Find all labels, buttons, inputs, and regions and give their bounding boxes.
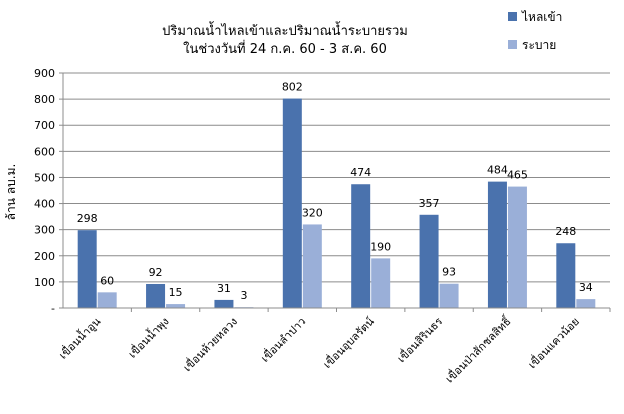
data-label: 465 bbox=[507, 169, 528, 182]
data-label: 802 bbox=[282, 81, 303, 94]
bar-inflow bbox=[77, 230, 97, 308]
data-label: 190 bbox=[370, 240, 391, 253]
data-label: 31 bbox=[217, 282, 231, 295]
legend-label: ระบาย bbox=[522, 38, 556, 52]
bar-release bbox=[439, 283, 459, 308]
y-tick-label: - bbox=[51, 302, 55, 315]
bar-inflow bbox=[214, 299, 234, 308]
y-tick-label: 400 bbox=[34, 198, 55, 211]
y-axis-label: ล้าน ลบ.ม. bbox=[4, 164, 18, 221]
chart-subtitle: ในช่วงวันที่ 24 ก.ค. 60 - 3 ส.ค. 60 bbox=[183, 40, 387, 57]
y-tick-label: 700 bbox=[34, 119, 55, 132]
y-tick-label: 500 bbox=[34, 171, 55, 184]
data-label: 15 bbox=[169, 286, 183, 299]
x-category-label: เขื่อนน้ำพุง bbox=[124, 314, 171, 361]
legend-swatch bbox=[508, 40, 517, 49]
x-category-label: เขื่อนลำปาว bbox=[257, 314, 308, 365]
bar-release bbox=[302, 224, 322, 308]
bars: 298 60 92 15 31 3 802 320 474 190 357 93 484 465 248 34 bbox=[77, 81, 596, 308]
y-tick-label: 600 bbox=[34, 145, 55, 158]
data-label: 34 bbox=[579, 281, 593, 294]
bar-release bbox=[576, 299, 596, 308]
data-label: 60 bbox=[100, 274, 114, 287]
data-label: 298 bbox=[77, 212, 98, 225]
y-tick-label: 300 bbox=[34, 224, 55, 237]
bar-release bbox=[166, 304, 186, 308]
y-tick-label: 200 bbox=[34, 250, 55, 263]
y-tick-label: 100 bbox=[34, 276, 55, 289]
legend: ไหลเข้าระบาย bbox=[508, 10, 562, 52]
data-label: 320 bbox=[302, 206, 323, 219]
bar-release bbox=[507, 186, 527, 308]
bar-release bbox=[371, 258, 391, 308]
data-label: 484 bbox=[487, 164, 508, 177]
data-label: 93 bbox=[442, 266, 456, 279]
bar-inflow bbox=[282, 98, 302, 308]
x-category-label: เขื่อนอุบลรัตน์ bbox=[319, 313, 377, 371]
data-label: 248 bbox=[555, 225, 576, 238]
x-category-label: เขื่อนสิรินธร bbox=[393, 313, 445, 365]
bar-release bbox=[97, 292, 117, 308]
data-label: 3 bbox=[240, 289, 247, 302]
chart-title: ปริมาณน้ำไหลเข้าและปริมาณน้ำระบายรวม bbox=[162, 21, 408, 39]
gridlines bbox=[63, 72, 610, 283]
y-tick-label: 800 bbox=[34, 93, 55, 106]
y-tick-label: 900 bbox=[34, 67, 55, 80]
legend-label: ไหลเข้า bbox=[521, 10, 562, 24]
data-label: 474 bbox=[350, 166, 371, 179]
bar-inflow bbox=[487, 181, 507, 308]
x-category-label: เขื่อนแควน้อย bbox=[524, 314, 582, 372]
legend-swatch bbox=[508, 12, 517, 21]
x-category-label: เขื่อนห้วยหลวง bbox=[179, 314, 240, 375]
bar-inflow bbox=[146, 283, 166, 308]
x-category-label: เขื่อนน้ำอูน bbox=[55, 313, 104, 362]
data-label: 357 bbox=[419, 197, 440, 210]
bar-inflow bbox=[556, 243, 576, 308]
data-label: 92 bbox=[149, 266, 163, 279]
bar-inflow bbox=[419, 214, 439, 308]
x-category-label: เขื่อนป่าสักชลสิทธิ์ bbox=[442, 312, 515, 385]
bar-inflow bbox=[351, 184, 371, 308]
